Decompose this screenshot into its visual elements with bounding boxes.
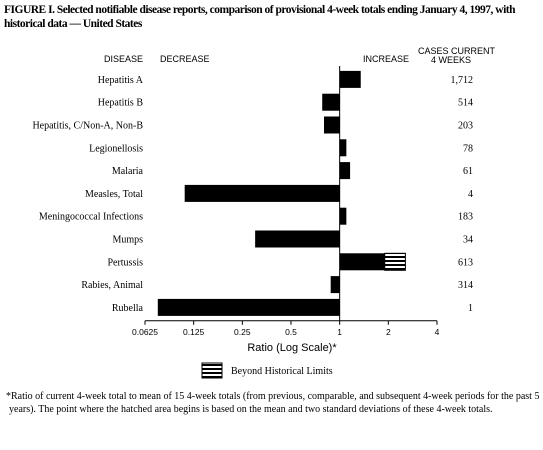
cases-value: 613	[458, 257, 473, 268]
x-tick-label: 0.0625	[132, 327, 158, 337]
cases-value: 78	[463, 143, 473, 154]
category-label: Hepatitis B	[98, 98, 144, 109]
cases-value: 1	[468, 303, 473, 314]
x-tick-label: 0.125	[183, 327, 205, 337]
x-tick-label: 0.25	[234, 327, 251, 337]
legend-swatch	[201, 362, 223, 379]
category-label: Pertussis	[107, 257, 143, 268]
header-cases-line2: 4 WEEKS	[431, 55, 471, 65]
bar	[339, 253, 385, 271]
category-label: Hepatitis, C/Non-A, Non-B	[32, 121, 143, 132]
cases-value: 203	[458, 121, 473, 132]
bar	[322, 93, 340, 111]
figure-title: FIGURE I. Selected notifiable disease re…	[4, 4, 516, 30]
cases-value: 34	[463, 235, 473, 246]
header-decrease: DECREASE	[160, 54, 210, 64]
bar	[339, 139, 347, 157]
bar-chart: DISEASE DECREASE INCREASE CASES CURRENT …	[32, 46, 496, 379]
bar	[184, 184, 340, 202]
header-increase: INCREASE	[363, 54, 409, 64]
cases-value: 183	[458, 212, 473, 223]
cases-value: 4	[468, 189, 473, 200]
category-label: Meningococcal Infections	[39, 212, 143, 223]
bar	[330, 276, 340, 294]
cases-value: 1,712	[451, 75, 474, 86]
header-cases-line1: CASES CURRENT	[418, 46, 496, 56]
legend: Beyond Historical Limits	[201, 362, 333, 379]
category-label: Hepatitis A	[98, 75, 144, 86]
bar	[339, 162, 351, 180]
category-label: Mumps	[112, 235, 143, 246]
category-label: Rubella	[112, 303, 144, 314]
category-label: Rabies, Animal	[81, 280, 143, 291]
category-label: Measles, Total	[85, 189, 143, 200]
category-label: Legionellosis	[89, 143, 143, 154]
x-tick-label: 0.5	[285, 327, 297, 337]
bar	[339, 207, 347, 225]
bar	[323, 116, 340, 134]
legend-label: Beyond Historical Limits	[231, 366, 333, 377]
bar	[255, 230, 340, 248]
cases-value: 61	[463, 166, 473, 177]
category-label: Malaria	[112, 166, 144, 177]
bar	[157, 298, 340, 316]
bar	[339, 70, 361, 88]
cases-value: 314	[458, 280, 473, 291]
footnote: *Ratio of current 4-week total to mean o…	[6, 391, 540, 415]
x-tick-label: 1	[337, 327, 342, 337]
x-tick-label: 2	[386, 327, 391, 337]
x-axis-label: Ratio (Log Scale)*	[247, 342, 337, 354]
x-tick-label: 4	[435, 327, 440, 337]
header-disease: DISEASE	[104, 54, 143, 64]
bar-beyond-limit	[384, 252, 406, 271]
cases-value: 514	[458, 98, 473, 109]
